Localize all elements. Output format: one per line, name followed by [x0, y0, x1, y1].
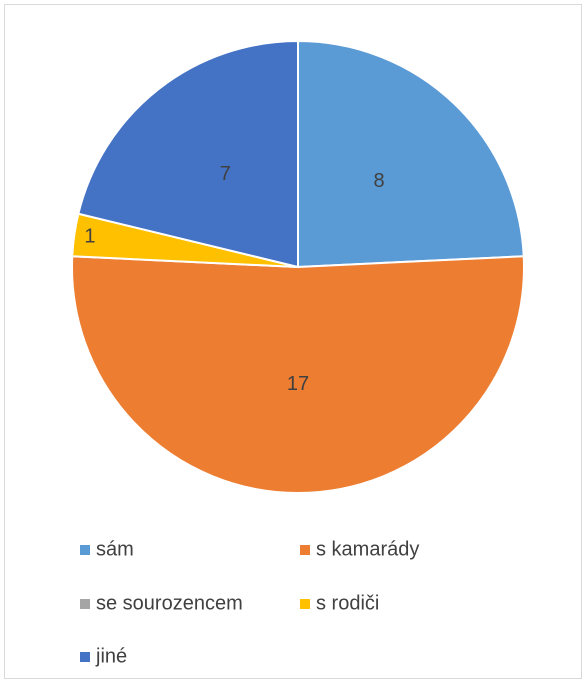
legend-label: jiné	[95, 645, 127, 667]
data-label: 17	[287, 373, 309, 395]
data-label: 7	[220, 163, 231, 185]
legend-swatch	[80, 652, 90, 662]
legend-swatch	[300, 545, 310, 555]
legend-label: s rodiči	[316, 592, 379, 614]
pie-slice	[71, 255, 525, 494]
legend-swatch	[80, 545, 90, 555]
legend-label: s kamarády	[316, 538, 419, 560]
legend-swatch	[300, 599, 310, 609]
legend-label: sám	[96, 538, 134, 560]
pie-slice	[77, 39, 299, 269]
legend-label: se sourozencem	[96, 592, 243, 614]
pie-slice	[297, 39, 525, 269]
data-label: 8	[374, 170, 385, 192]
data-label: 1	[84, 225, 95, 247]
legend-swatch	[80, 599, 90, 609]
